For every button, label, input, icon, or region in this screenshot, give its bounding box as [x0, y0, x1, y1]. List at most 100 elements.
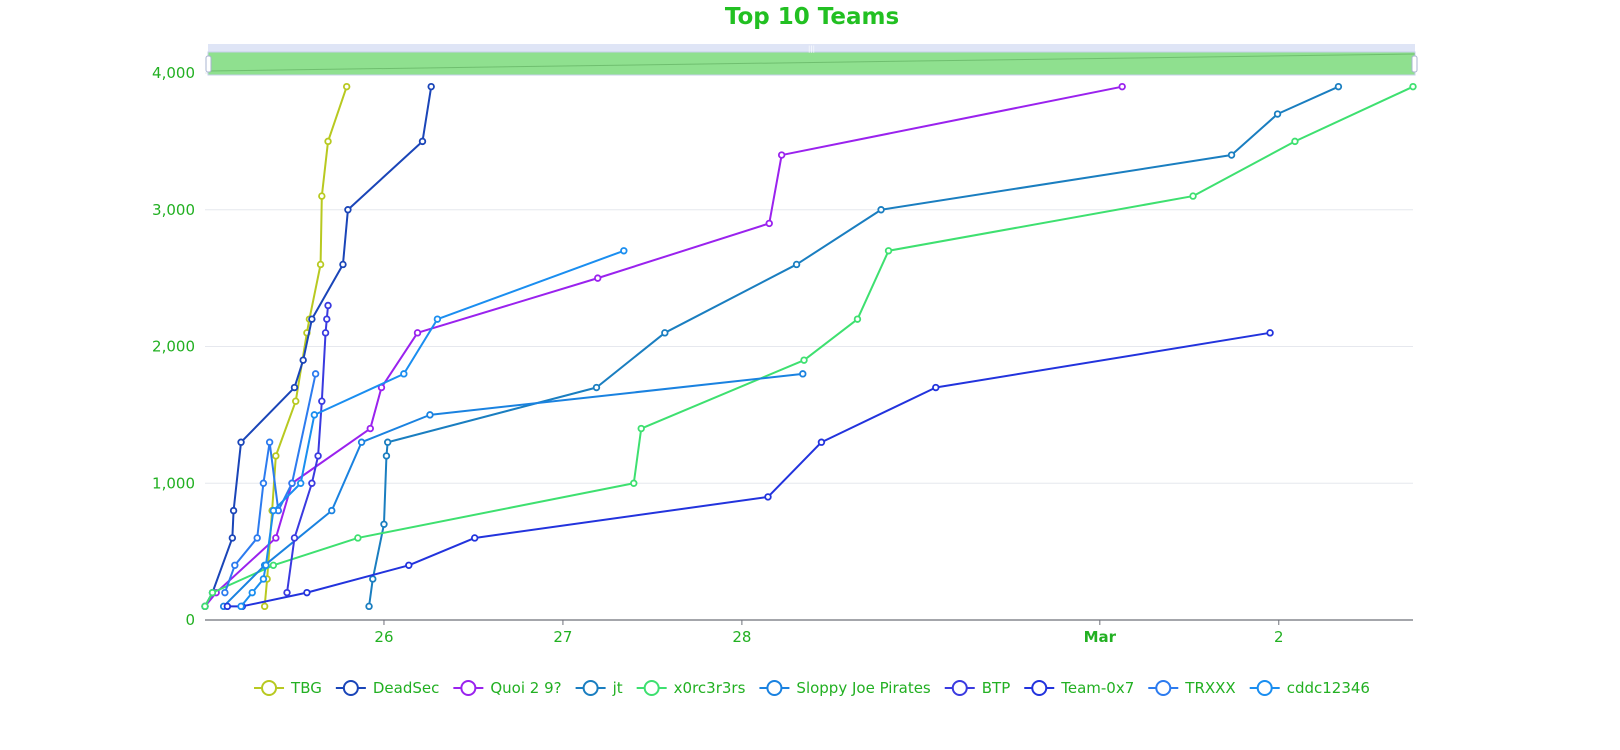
data-point[interactable]	[1266, 329, 1274, 337]
data-point[interactable]	[357, 438, 366, 446]
data-point[interactable]	[269, 561, 278, 569]
data-point[interactable]	[296, 479, 305, 487]
data-point[interactable]	[272, 452, 280, 460]
data-point[interactable]	[369, 575, 377, 583]
data-point[interactable]	[1189, 192, 1197, 200]
data-point[interactable]	[201, 602, 209, 611]
data-point[interactable]	[764, 493, 772, 501]
data-point[interactable]	[1334, 82, 1343, 91]
data-point[interactable]	[310, 411, 319, 419]
legend-item-deadsec[interactable]: DeadSec	[335, 679, 440, 697]
data-point[interactable]	[380, 520, 388, 528]
data-point[interactable]	[269, 506, 278, 515]
data-point[interactable]	[426, 411, 434, 419]
data-point[interactable]	[405, 561, 413, 569]
data-point[interactable]	[259, 575, 268, 583]
data-point[interactable]	[323, 315, 331, 323]
data-point[interactable]	[382, 452, 391, 460]
data-point[interactable]	[237, 602, 245, 611]
data-point[interactable]	[321, 329, 330, 337]
data-point[interactable]	[308, 315, 316, 323]
slider-handle-right[interactable]	[1411, 55, 1418, 73]
data-point[interactable]	[1291, 137, 1299, 146]
data-point[interactable]	[344, 206, 352, 214]
legend-item-team-0x7[interactable]: Team-0x7	[1024, 679, 1134, 697]
data-point[interactable]	[817, 438, 826, 446]
data-point[interactable]	[228, 534, 237, 542]
data-point[interactable]	[237, 438, 245, 446]
data-point[interactable]	[314, 452, 322, 460]
data-point[interactable]	[208, 588, 217, 597]
data-point[interactable]	[316, 260, 325, 269]
data-point[interactable]	[324, 301, 332, 310]
data-point[interactable]	[272, 534, 280, 542]
data-point[interactable]	[661, 329, 669, 337]
data-point[interactable]	[221, 588, 229, 597]
data-point[interactable]	[292, 397, 300, 405]
data-point[interactable]	[311, 370, 320, 378]
data-point[interactable]	[318, 192, 326, 200]
data-point[interactable]	[324, 137, 332, 146]
data-point[interactable]	[884, 247, 893, 255]
data-point[interactable]	[1409, 82, 1417, 91]
data-point[interactable]	[231, 561, 239, 569]
data-point[interactable]	[339, 260, 347, 269]
data-point[interactable]	[290, 534, 299, 542]
data-point[interactable]	[413, 329, 422, 337]
data-point[interactable]	[853, 315, 862, 323]
data-point[interactable]	[418, 137, 427, 146]
data-point[interactable]	[262, 561, 270, 569]
data-point[interactable]	[290, 383, 299, 392]
data-point[interactable]	[800, 356, 808, 364]
data-point[interactable]	[1273, 110, 1282, 118]
data-point[interactable]	[303, 588, 311, 597]
slider-handle-left[interactable]	[205, 55, 212, 73]
data-point[interactable]	[328, 506, 336, 515]
data-zoom-slider[interactable]: |||	[205, 44, 1418, 76]
data-point[interactable]	[792, 260, 801, 269]
data-point[interactable]	[765, 219, 773, 228]
slider-selected-range[interactable]	[207, 51, 1416, 76]
legend-item-x0rc3r3rs[interactable]: x0rc3r3rs	[636, 679, 746, 697]
data-point[interactable]	[259, 479, 268, 487]
data-point[interactable]	[637, 424, 645, 433]
legend-item-btp[interactable]: BTP	[944, 679, 1011, 697]
legend-item-trxxx[interactable]: TRXXX	[1148, 679, 1236, 697]
data-point[interactable]	[366, 424, 374, 433]
data-point[interactable]	[932, 383, 940, 392]
legend-item-jt[interactable]: jt	[575, 679, 623, 697]
data-point[interactable]	[308, 479, 316, 487]
data-point[interactable]	[383, 438, 392, 446]
data-point[interactable]	[342, 82, 351, 91]
data-point[interactable]	[260, 602, 269, 611]
data-point[interactable]	[365, 602, 373, 611]
legend-item-cddc12346[interactable]: cddc12346	[1249, 679, 1370, 697]
legend-item-sloppy-joe-pirates[interactable]: Sloppy Joe Pirates	[759, 679, 931, 697]
data-point[interactable]	[877, 206, 885, 214]
slider-grip-icon[interactable]: |||	[808, 45, 815, 53]
data-point[interactable]	[229, 506, 238, 515]
slider-track[interactable]	[208, 44, 1415, 52]
data-point[interactable]	[1118, 82, 1126, 91]
data-point[interactable]	[594, 274, 602, 282]
data-point[interactable]	[253, 534, 261, 542]
data-point[interactable]	[1227, 151, 1236, 159]
data-point[interactable]	[777, 151, 786, 159]
data-point[interactable]	[433, 315, 442, 323]
data-point[interactable]	[248, 588, 256, 597]
data-point[interactable]	[318, 397, 326, 405]
legend-item-quoi-2-9-[interactable]: Quoi 2 9?	[453, 679, 562, 697]
data-point[interactable]	[400, 370, 408, 378]
legend-item-tbg[interactable]: TBG	[254, 679, 322, 697]
data-point[interactable]	[283, 588, 291, 597]
data-point[interactable]	[799, 370, 807, 378]
data-point[interactable]	[592, 383, 601, 392]
data-point[interactable]	[223, 602, 232, 611]
data-point[interactable]	[265, 438, 274, 446]
data-point[interactable]	[354, 534, 362, 542]
data-point[interactable]	[470, 534, 479, 542]
data-point[interactable]	[630, 479, 638, 487]
data-point[interactable]	[620, 247, 628, 255]
data-point[interactable]	[299, 356, 307, 364]
data-point[interactable]	[427, 82, 435, 91]
